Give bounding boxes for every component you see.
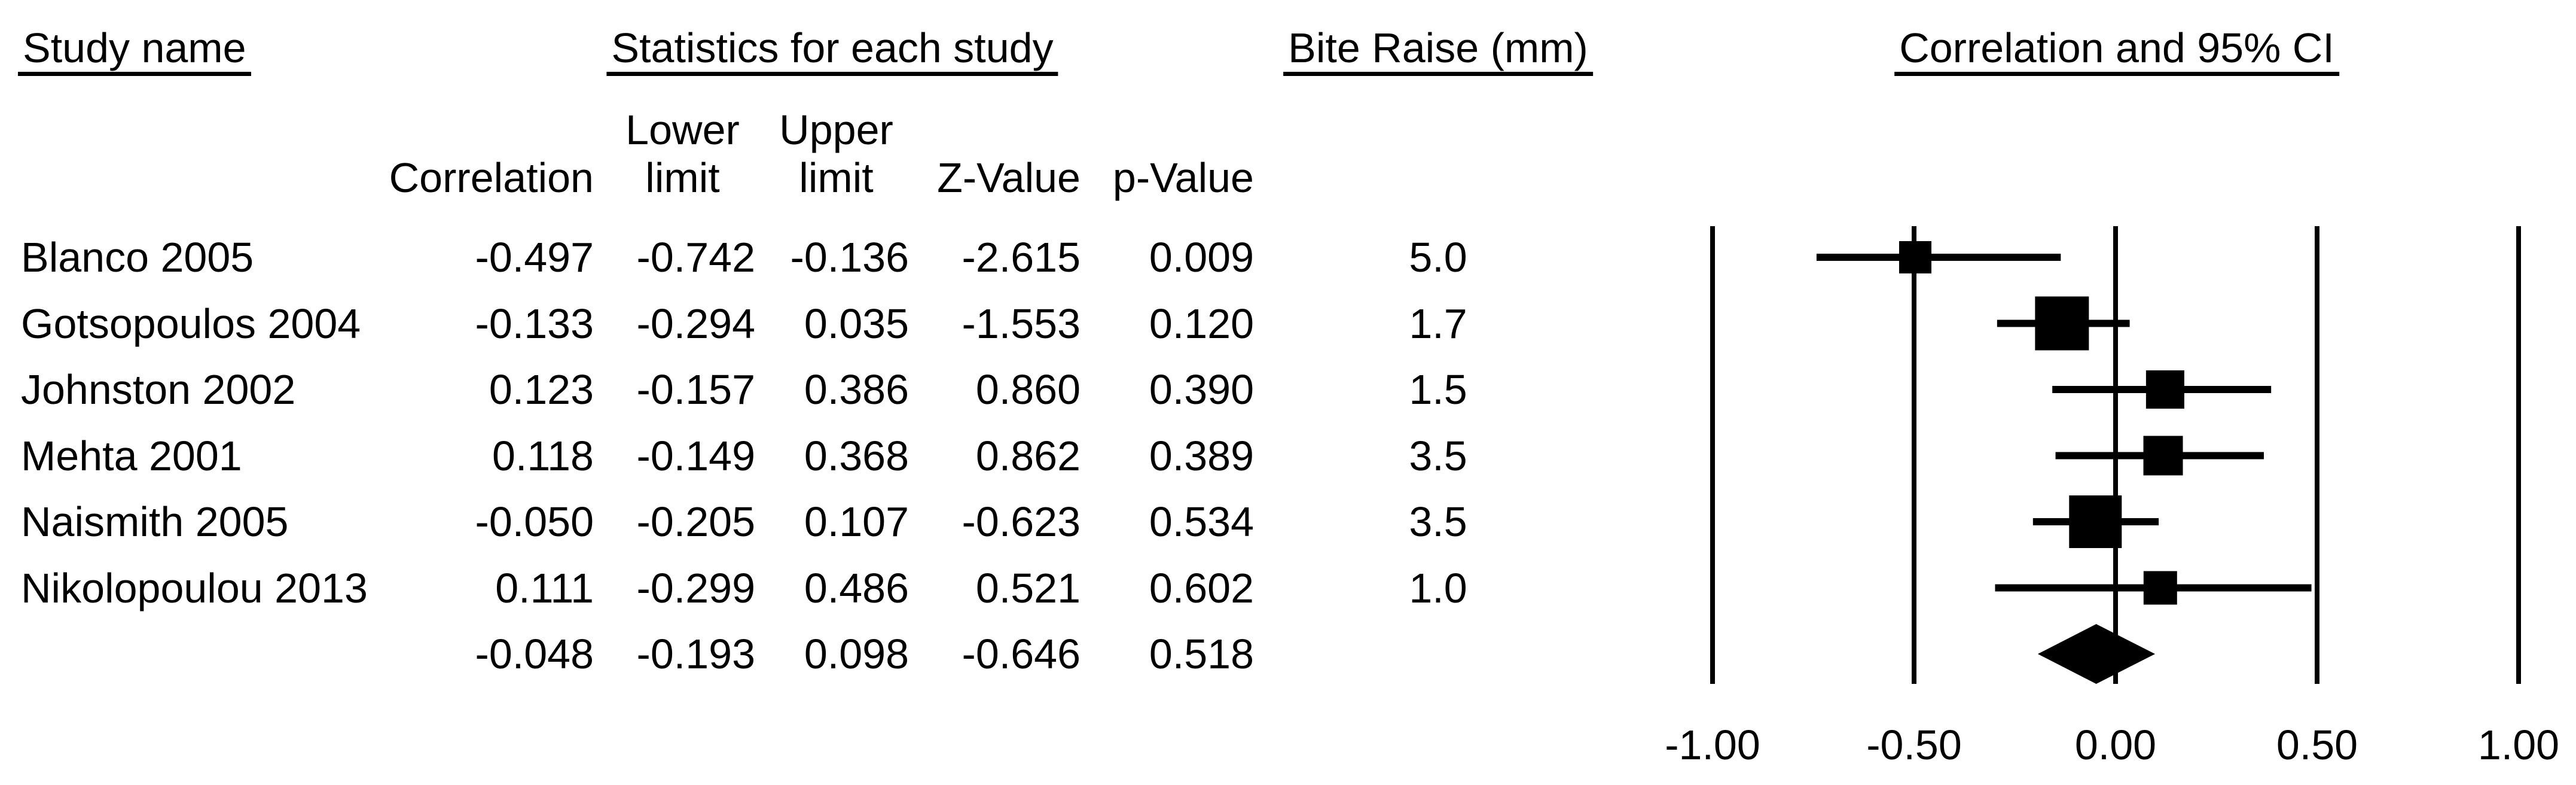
study-name: Mehta 2001 [21,433,242,479]
correlation-column-header: Correlation [389,154,594,201]
correlation-value: 0.118 [492,433,594,479]
statistics-header: Statistics for each study [606,24,1058,76]
lower-limit-value: -0.149 [636,433,755,479]
z-value: 0.862 [975,433,1081,479]
correlation-value: -0.133 [475,300,594,347]
bite-raise-value: 1.7 [1409,300,1467,347]
study-name-header: Study name [18,24,251,76]
z-value: -2.615 [962,234,1081,281]
upper-limit-value: 0.035 [804,300,909,347]
upper-limit-value: 0.386 [804,366,909,413]
study-name: Gotsopoulos 2004 [21,300,361,347]
z-value: 0.860 [975,366,1081,413]
study-weight-square [2143,571,2177,605]
p-value: 0.390 [1149,366,1254,413]
x-tick-label: -1.00 [1665,722,1760,768]
p-value: 0.389 [1149,433,1254,479]
z-value-column-header: Z-Value [937,154,1081,201]
table-row-summary: -0.048 -0.193 0.098 -0.646 0.518 [0,630,2576,678]
correlation-value: 0.111 [495,565,594,611]
lower-limit-value: -0.157 [636,366,755,413]
p-value: 0.120 [1149,300,1254,347]
upper-limit-value: 0.107 [804,498,909,545]
summary-upper-limit-value: 0.098 [804,631,909,677]
summary-p-value: 0.518 [1149,631,1254,677]
study-weight-square [2145,370,2184,409]
lower-limit-header-line1: Lower [625,107,740,153]
bite-raise-value: 1.5 [1409,366,1467,413]
summary-lower-limit-value: -0.193 [636,631,755,677]
lower-limit-value: -0.205 [636,498,755,545]
bite-raise-header: Bite Raise (mm) [1283,24,1593,76]
lower-limit-value: -0.294 [636,300,755,347]
bite-raise-value: 3.5 [1409,498,1467,545]
upper-limit-header-line1: Upper [779,107,893,153]
upper-limit-header-line2: limit [799,154,874,201]
x-tick-label: 0.00 [2074,722,2157,768]
z-value: -0.623 [962,498,1081,545]
p-value-column-header: p-Value [1112,154,1254,201]
z-value: 0.521 [975,565,1081,611]
study-name: Johnston 2002 [21,366,296,413]
x-tick-label: 1.00 [2477,722,2560,768]
table-row-blanco-2005: Blanco 2005 -0.497 -0.742 -0.136 -2.615 … [0,233,2576,281]
study-weight-square [2143,436,2183,476]
upper-limit-value: 0.486 [804,565,909,611]
summary-correlation-value: -0.048 [475,631,594,677]
lower-limit-value: -0.742 [636,234,755,281]
subheader-line-2: Correlation limit limit Z-Value p-Value [0,157,2576,199]
summary-z-value: -0.646 [962,631,1081,677]
table-row-mehta-2001: Mehta 2001 0.118 -0.149 0.368 0.862 0.38… [0,432,2576,480]
study-name: Naismith 2005 [21,498,289,545]
table-row-gotsopoulos-2004: Gotsopoulos 2004 -0.133 -0.294 0.035 -1.… [0,300,2576,348]
x-tick-label: 0.50 [2276,722,2358,768]
table-row-naismith-2005: Naismith 2005 -0.050 -0.205 0.107 -0.623… [0,498,2576,546]
study-weight-square [1899,241,1932,273]
table-row-nikolopoulou-2013: Nikolopoulou 2013 0.111 -0.299 0.486 0.5… [0,564,2576,612]
study-weight-square [2035,296,2089,351]
correlation-value: -0.497 [475,234,594,281]
correlation-value: 0.123 [489,366,594,413]
bite-raise-value: 1.0 [1409,565,1467,611]
study-name: Nikolopoulou 2013 [21,565,368,611]
p-value: 0.602 [1149,565,1254,611]
p-value: 0.009 [1149,234,1254,281]
bite-raise-value: 3.5 [1409,433,1467,479]
lower-limit-value: -0.299 [636,565,755,611]
z-value: -1.553 [962,300,1081,347]
summary-diamond [2037,624,2156,684]
study-name: Blanco 2005 [21,234,254,281]
study-weight-square [2069,495,2122,548]
p-value: 0.534 [1149,498,1254,545]
upper-limit-value: 0.368 [804,433,909,479]
upper-limit-value: -0.136 [790,234,909,281]
correlation-ci-header: Correlation and 95% CI [1894,24,2339,76]
x-tick-label: -0.50 [1866,722,1962,768]
bite-raise-value: 5.0 [1409,234,1467,281]
table-row-johnston-2002: Johnston 2002 0.123 -0.157 0.386 0.860 0… [0,366,2576,413]
correlation-value: -0.050 [475,498,594,545]
subheader-line-1: Lower Upper [0,109,2576,151]
lower-limit-header-line2: limit [645,154,720,201]
